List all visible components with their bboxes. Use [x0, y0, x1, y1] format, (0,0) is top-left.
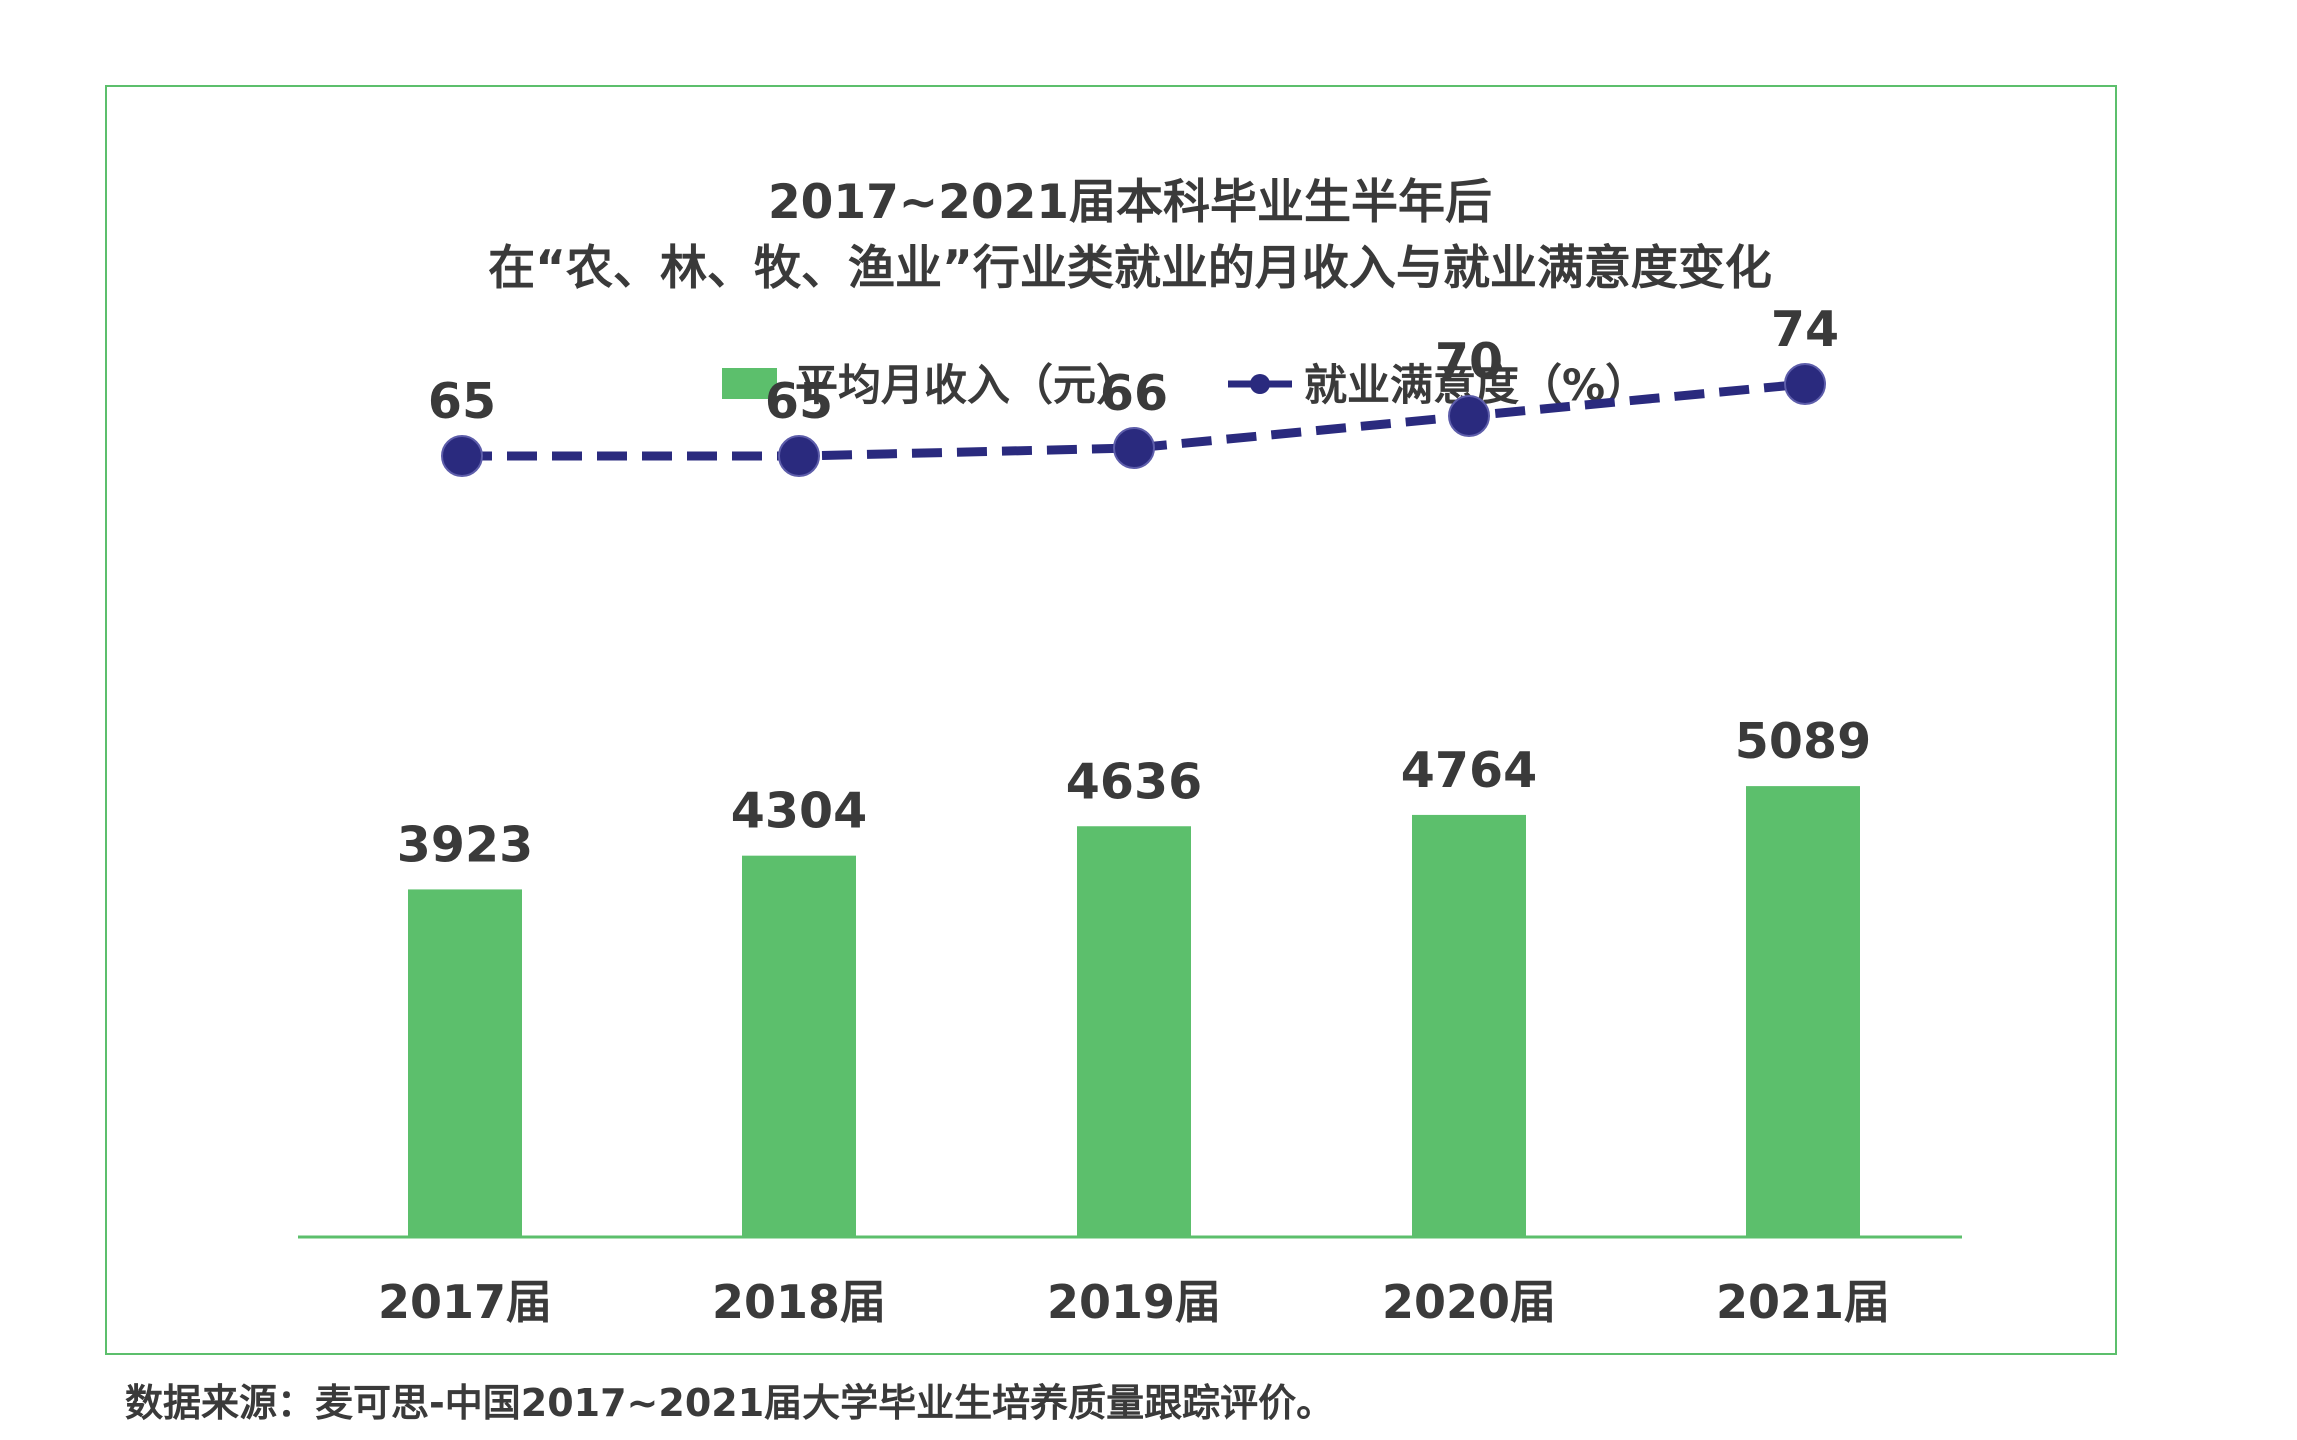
- legend-line-marker: [1250, 374, 1270, 394]
- chart-frame: [105, 85, 2117, 1355]
- source-note: 数据来源：麦可思-中国2017~2021届大学毕业生培养质量跟踪评价。: [125, 1381, 1335, 1425]
- satisfaction-point: [1448, 395, 1490, 437]
- satisfaction-point: [778, 435, 820, 477]
- legend-bar-swatch: [722, 368, 777, 399]
- x-tick-label: 2021届: [1716, 1275, 1890, 1329]
- bar-2017届: [408, 889, 522, 1237]
- bar-value-label: 3923: [397, 816, 533, 873]
- bar-2018届: [742, 855, 856, 1237]
- bar-value-label: 4304: [731, 783, 867, 840]
- x-tick-label: 2020届: [1382, 1275, 1556, 1329]
- satisfaction-value-label: 66: [1100, 365, 1168, 422]
- chart-title-line-1: 2017~2021届本科毕业生半年后: [768, 175, 1492, 230]
- x-tick-labels: 2017届 2018届 2019届 2020届 2021届: [378, 1275, 1890, 1329]
- satisfaction-value-labels: 65 65 66 70 74: [428, 301, 1839, 430]
- satisfaction-value-label: 74: [1771, 301, 1839, 358]
- legend: 平均月收入（元） 就业满意度（%）: [722, 361, 1648, 411]
- satisfaction-value-label: 65: [428, 373, 496, 430]
- satisfaction-value-label: 65: [765, 373, 833, 430]
- legend-bar-label: 平均月收入（元）: [795, 361, 1139, 411]
- x-tick-label: 2017届: [378, 1275, 552, 1329]
- bar-2019届: [1077, 826, 1191, 1237]
- satisfaction-point: [441, 435, 483, 477]
- bar-value-labels: 3923 4304 4636 4764 5089: [397, 713, 1871, 873]
- bar-2020届: [1412, 814, 1526, 1237]
- bar-value-label: 4764: [1401, 742, 1537, 799]
- x-tick-label: 2019届: [1047, 1275, 1221, 1329]
- satisfaction-point: [1784, 363, 1826, 405]
- x-tick-label: 2018届: [712, 1275, 886, 1329]
- bars: [408, 786, 1860, 1237]
- chart-title-line-2: 在“农、林、牧、渔业”行业类就业的月收入与就业满意度变化: [488, 241, 1772, 296]
- satisfaction-points: [441, 363, 1826, 477]
- bar-value-label: 4636: [1066, 753, 1202, 810]
- satisfaction-value-label: 70: [1435, 333, 1503, 390]
- bar-2021届: [1746, 786, 1860, 1237]
- satisfaction-point: [1113, 427, 1155, 469]
- bar-value-label: 5089: [1735, 713, 1871, 770]
